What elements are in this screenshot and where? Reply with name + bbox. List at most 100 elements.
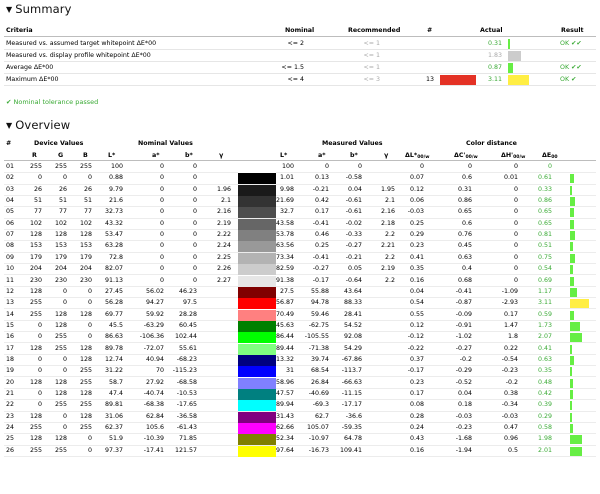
patch-num-cell: 15 (6, 321, 15, 329)
b-cell: 255 (79, 378, 92, 386)
delta-h-cell: 0.96 (503, 435, 518, 443)
nominal-a-cell: 0 (159, 219, 164, 227)
nominal-cell: <= 1.5 (281, 64, 304, 71)
delta-h-cell: 0 (513, 242, 518, 250)
measured-l-cell: 62.66 (275, 424, 294, 432)
delta-h-cell: 1.47 (503, 321, 518, 329)
nominal-b-cell: -10.53 (176, 390, 197, 397)
measured-l-cell: 43.58 (275, 219, 294, 227)
delta-l-cell: 0.55 (409, 310, 424, 318)
delta-c-cell: 0.63 (457, 253, 472, 261)
color-swatch (238, 252, 276, 264)
r-cell: 0 (37, 401, 42, 409)
color-swatch (238, 275, 276, 287)
color-swatch (238, 389, 276, 400)
measured-l-cell: 97.64 (275, 446, 294, 454)
nominal-l-cell: 45.5 (108, 321, 123, 329)
delta-e-cell: 0.42 (537, 390, 552, 397)
color-swatch (238, 332, 276, 344)
table-row: 02 0 0 0 0.88 0 0 1.01 0.13 -0.58 0.07 0.6 0.01 0.61 (4, 173, 596, 185)
delta-c-cell: 0.31 (457, 185, 472, 193)
patch-num-cell: 03 (6, 185, 15, 193)
actual-bar (508, 39, 510, 49)
measured-b-cell: -113.7 (341, 367, 362, 375)
measured-l-cell: 89.44 (275, 344, 294, 352)
measured-l-cell: 45.63 (275, 321, 294, 329)
num-cell: 13 (425, 76, 434, 83)
nominal-b-cell: 0 (192, 253, 197, 261)
nominal-l-cell: 12.74 (104, 355, 123, 363)
nominal-b-cell: 0 (192, 219, 197, 227)
measured-a-cell: -69.3 (312, 401, 329, 409)
patch-num-cell: 02 (6, 174, 15, 182)
recommended-cell: <= 1 (363, 64, 380, 71)
delta-h-cell: -0.23 (501, 367, 518, 375)
measured-a-cell: -62.75 (308, 321, 329, 329)
delta-e-cell: 0.75 (537, 253, 552, 261)
measured-a-cell: 62.7 (314, 412, 329, 420)
delta-e-bar (570, 435, 582, 445)
measured-a-cell: 59.46 (310, 310, 329, 318)
nominal-l-cell: 62.37 (104, 424, 123, 432)
nominal-l-cell: 9.79 (108, 185, 123, 193)
measured-b-cell: -66.63 (341, 378, 362, 386)
color-swatch (238, 184, 276, 196)
r-cell: 128 (29, 344, 42, 352)
measured-b-cell: 54.52 (343, 321, 362, 329)
r-cell: 255 (29, 446, 42, 454)
color-swatch (238, 162, 276, 173)
table-row: 08 153 153 153 63.28 0 0 2.24 63.56 0.25 -0.27 2.21… (4, 241, 596, 253)
measured-l-cell: 89.94 (275, 401, 294, 409)
r-cell: 153 (29, 242, 42, 250)
collapse-triangle-icon[interactable]: ▼ (6, 121, 13, 130)
b-cell: 0 (87, 299, 92, 307)
nominal-l-cell: 63.28 (104, 242, 123, 250)
delta-e-bar (570, 355, 574, 365)
measured-a-cell: 0.46 (314, 231, 329, 239)
delta-e-bar (570, 344, 573, 354)
delta-e-bar (570, 242, 574, 252)
measured-b-header: b* (350, 152, 358, 159)
delta-h-cell: 0.17 (503, 310, 518, 318)
criteria-cell: Maximum ΔE*00 (6, 76, 59, 83)
nominal-b-cell: -61.43 (176, 424, 197, 432)
measured-a-cell: 0.42 (314, 197, 329, 205)
color-swatch (238, 207, 276, 219)
delta-h-cell: -2.93 (501, 299, 518, 307)
g-cell: 255 (54, 401, 67, 409)
measured-gamma-cell: 2.18 (380, 219, 395, 227)
measured-b-cell: -0.61 (345, 208, 362, 216)
summary-heading[interactable]: ▼ Summary (6, 2, 72, 16)
delta-e-bar (570, 401, 573, 411)
collapse-triangle-icon[interactable]: ▼ (6, 5, 13, 14)
b-cell: 128 (79, 310, 92, 318)
nominal-a-cell: 0 (159, 197, 164, 205)
nominal-a-cell: 0 (159, 231, 164, 239)
table-row: 19 0 0 255 31.22 70 -115.23 31 68.54 -113.7 -0.17 -… (4, 366, 596, 378)
g-col-header: G (58, 152, 64, 159)
measured-b-cell: -0.61 (345, 197, 362, 205)
b-cell: 230 (79, 276, 92, 284)
g-cell: 0 (62, 424, 67, 432)
r-cell: 51 (33, 197, 42, 205)
actual-cell: 0.87 (487, 64, 502, 71)
overview-col-header-row: R G B L* a* b* γ L* a* b* γ ΔL*00/w ΔC'0… (4, 151, 596, 161)
nominal-b-cell: 0 (192, 231, 197, 239)
nominal-b-cell: 0 (192, 174, 197, 182)
nominal-gamma-cell: 2.25 (216, 253, 231, 261)
table-row: 22 0 255 255 89.81 -68.38 -17.65 89.94 -69.3 -17.… (4, 400, 596, 412)
delta-e-bar (570, 231, 575, 241)
delta-e-cell: 0.29 (537, 412, 552, 420)
delta-e-cell: 0.61 (537, 174, 552, 182)
table-row: 12 128 0 0 27.45 56.02 46.23 27.5 55.88 43.64 0.04… (4, 286, 596, 299)
patch-num-cell: 18 (6, 355, 15, 363)
delta-l-cell: 0.24 (409, 424, 424, 432)
measured-gamma-cell: 2.21 (380, 242, 395, 250)
overview-heading[interactable]: ▼ Overview (6, 118, 71, 132)
delta-e-bar (570, 219, 574, 229)
nominal-a-cell: -40.74 (143, 390, 164, 397)
table-row: 20 128 128 255 58.7 27.92 -68.58 58.96 26.84 -66.… (4, 377, 596, 389)
g-cell: 128 (54, 390, 67, 397)
measured-a-cell: 105.07 (306, 424, 329, 432)
measured-l-cell: 73.34 (275, 253, 294, 261)
